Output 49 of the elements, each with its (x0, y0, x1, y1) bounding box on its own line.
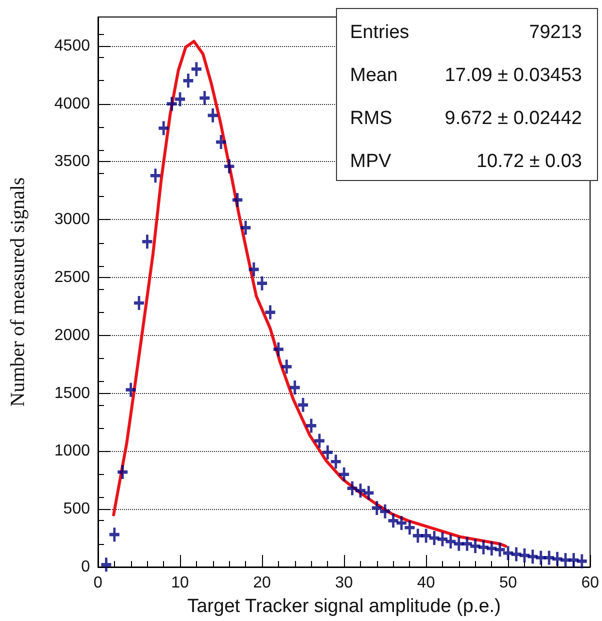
point (191, 62, 202, 76)
point (142, 234, 152, 249)
point (364, 486, 374, 500)
point (282, 360, 292, 374)
point (330, 454, 341, 469)
text: Entries 79213 (350, 22, 582, 43)
point (126, 382, 136, 397)
y-tick-label: 3000 (54, 211, 90, 228)
point (322, 445, 333, 460)
text: Mean 17.09 ± 0.03453 (350, 65, 582, 86)
point (158, 121, 169, 136)
y-axis-title: Number of measured signals (7, 177, 29, 407)
x-tick-label: 30 (335, 574, 354, 592)
point (306, 418, 316, 433)
x-tick-label: 60 (581, 574, 600, 592)
text: RMS 9.672 ± 0.02442 (350, 108, 582, 129)
x-tick-label: 20 (253, 574, 272, 592)
point (150, 168, 160, 183)
point (183, 74, 194, 88)
point (339, 467, 350, 482)
point (166, 96, 177, 111)
x-axis-title: Target Tracker signal amplitude (p.e.) (187, 596, 501, 617)
y-tick-label: 4000 (54, 95, 90, 112)
x-tick-label: 50 (499, 574, 518, 592)
x-tick-label: 10 (171, 574, 190, 592)
x-tick-label: 40 (417, 574, 436, 592)
point (101, 558, 112, 572)
point (273, 342, 284, 356)
y-tick-label: 2000 (54, 326, 90, 344)
y-tick-label: 500 (63, 500, 90, 518)
point (224, 159, 234, 174)
point (248, 262, 259, 276)
y-tick-label: 2500 (54, 269, 90, 286)
point (240, 220, 251, 235)
text: MPV 10.72 ± 0.03 (350, 151, 582, 172)
y-tick-label: 1500 (54, 384, 90, 402)
y-tick-label: 3500 (54, 153, 90, 170)
point (576, 554, 587, 568)
point (109, 528, 120, 542)
point (314, 434, 324, 448)
y-tick-label: 0 (81, 558, 90, 576)
y-tick-label: 4500 (54, 37, 90, 54)
point (380, 504, 390, 518)
point (494, 542, 505, 557)
x-tick-label: 0 (94, 574, 103, 592)
point (265, 305, 276, 320)
y-tick-label: 1000 (54, 442, 90, 460)
point (208, 108, 218, 122)
point (404, 520, 415, 535)
